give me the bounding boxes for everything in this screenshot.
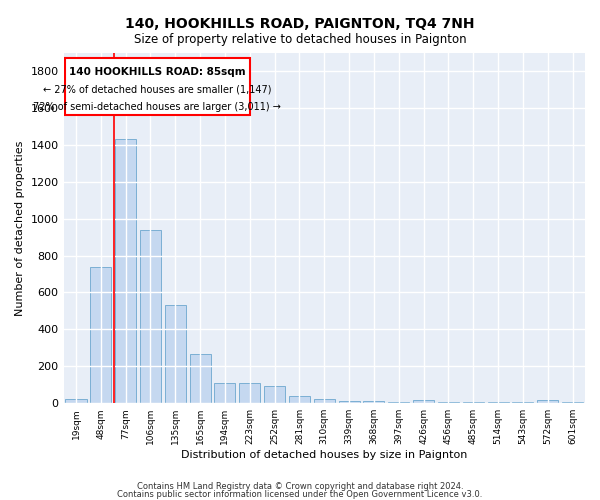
Text: Contains HM Land Registry data © Crown copyright and database right 2024.: Contains HM Land Registry data © Crown c… bbox=[137, 482, 463, 491]
Bar bbox=[190, 354, 211, 403]
FancyBboxPatch shape bbox=[65, 58, 250, 116]
Text: 140, HOOKHILLS ROAD, PAIGNTON, TQ4 7NH: 140, HOOKHILLS ROAD, PAIGNTON, TQ4 7NH bbox=[125, 18, 475, 32]
Bar bbox=[214, 383, 235, 403]
Bar bbox=[413, 400, 434, 403]
Bar bbox=[115, 140, 136, 403]
Bar bbox=[364, 402, 385, 403]
Bar bbox=[90, 266, 112, 403]
Text: 140 HOOKHILLS ROAD: 85sqm: 140 HOOKHILLS ROAD: 85sqm bbox=[69, 68, 245, 78]
Bar bbox=[264, 386, 285, 403]
X-axis label: Distribution of detached houses by size in Paignton: Distribution of detached houses by size … bbox=[181, 450, 467, 460]
Bar bbox=[165, 306, 186, 403]
Bar bbox=[463, 402, 484, 403]
Bar bbox=[388, 402, 409, 403]
Text: ← 27% of detached houses are smaller (1,147): ← 27% of detached houses are smaller (1,… bbox=[43, 84, 272, 94]
Bar bbox=[140, 230, 161, 403]
Bar bbox=[289, 396, 310, 403]
Bar bbox=[512, 402, 533, 403]
Bar bbox=[438, 402, 459, 403]
Text: 72% of semi-detached houses are larger (3,011) →: 72% of semi-detached houses are larger (… bbox=[34, 102, 281, 112]
Text: Size of property relative to detached houses in Paignton: Size of property relative to detached ho… bbox=[134, 32, 466, 46]
Text: Contains public sector information licensed under the Open Government Licence v3: Contains public sector information licen… bbox=[118, 490, 482, 499]
Bar bbox=[338, 402, 359, 403]
Bar bbox=[65, 398, 86, 403]
Bar bbox=[488, 402, 509, 403]
Bar bbox=[537, 400, 559, 403]
Bar bbox=[239, 383, 260, 403]
Y-axis label: Number of detached properties: Number of detached properties bbox=[15, 140, 25, 316]
Bar bbox=[314, 398, 335, 403]
Bar bbox=[562, 402, 583, 403]
